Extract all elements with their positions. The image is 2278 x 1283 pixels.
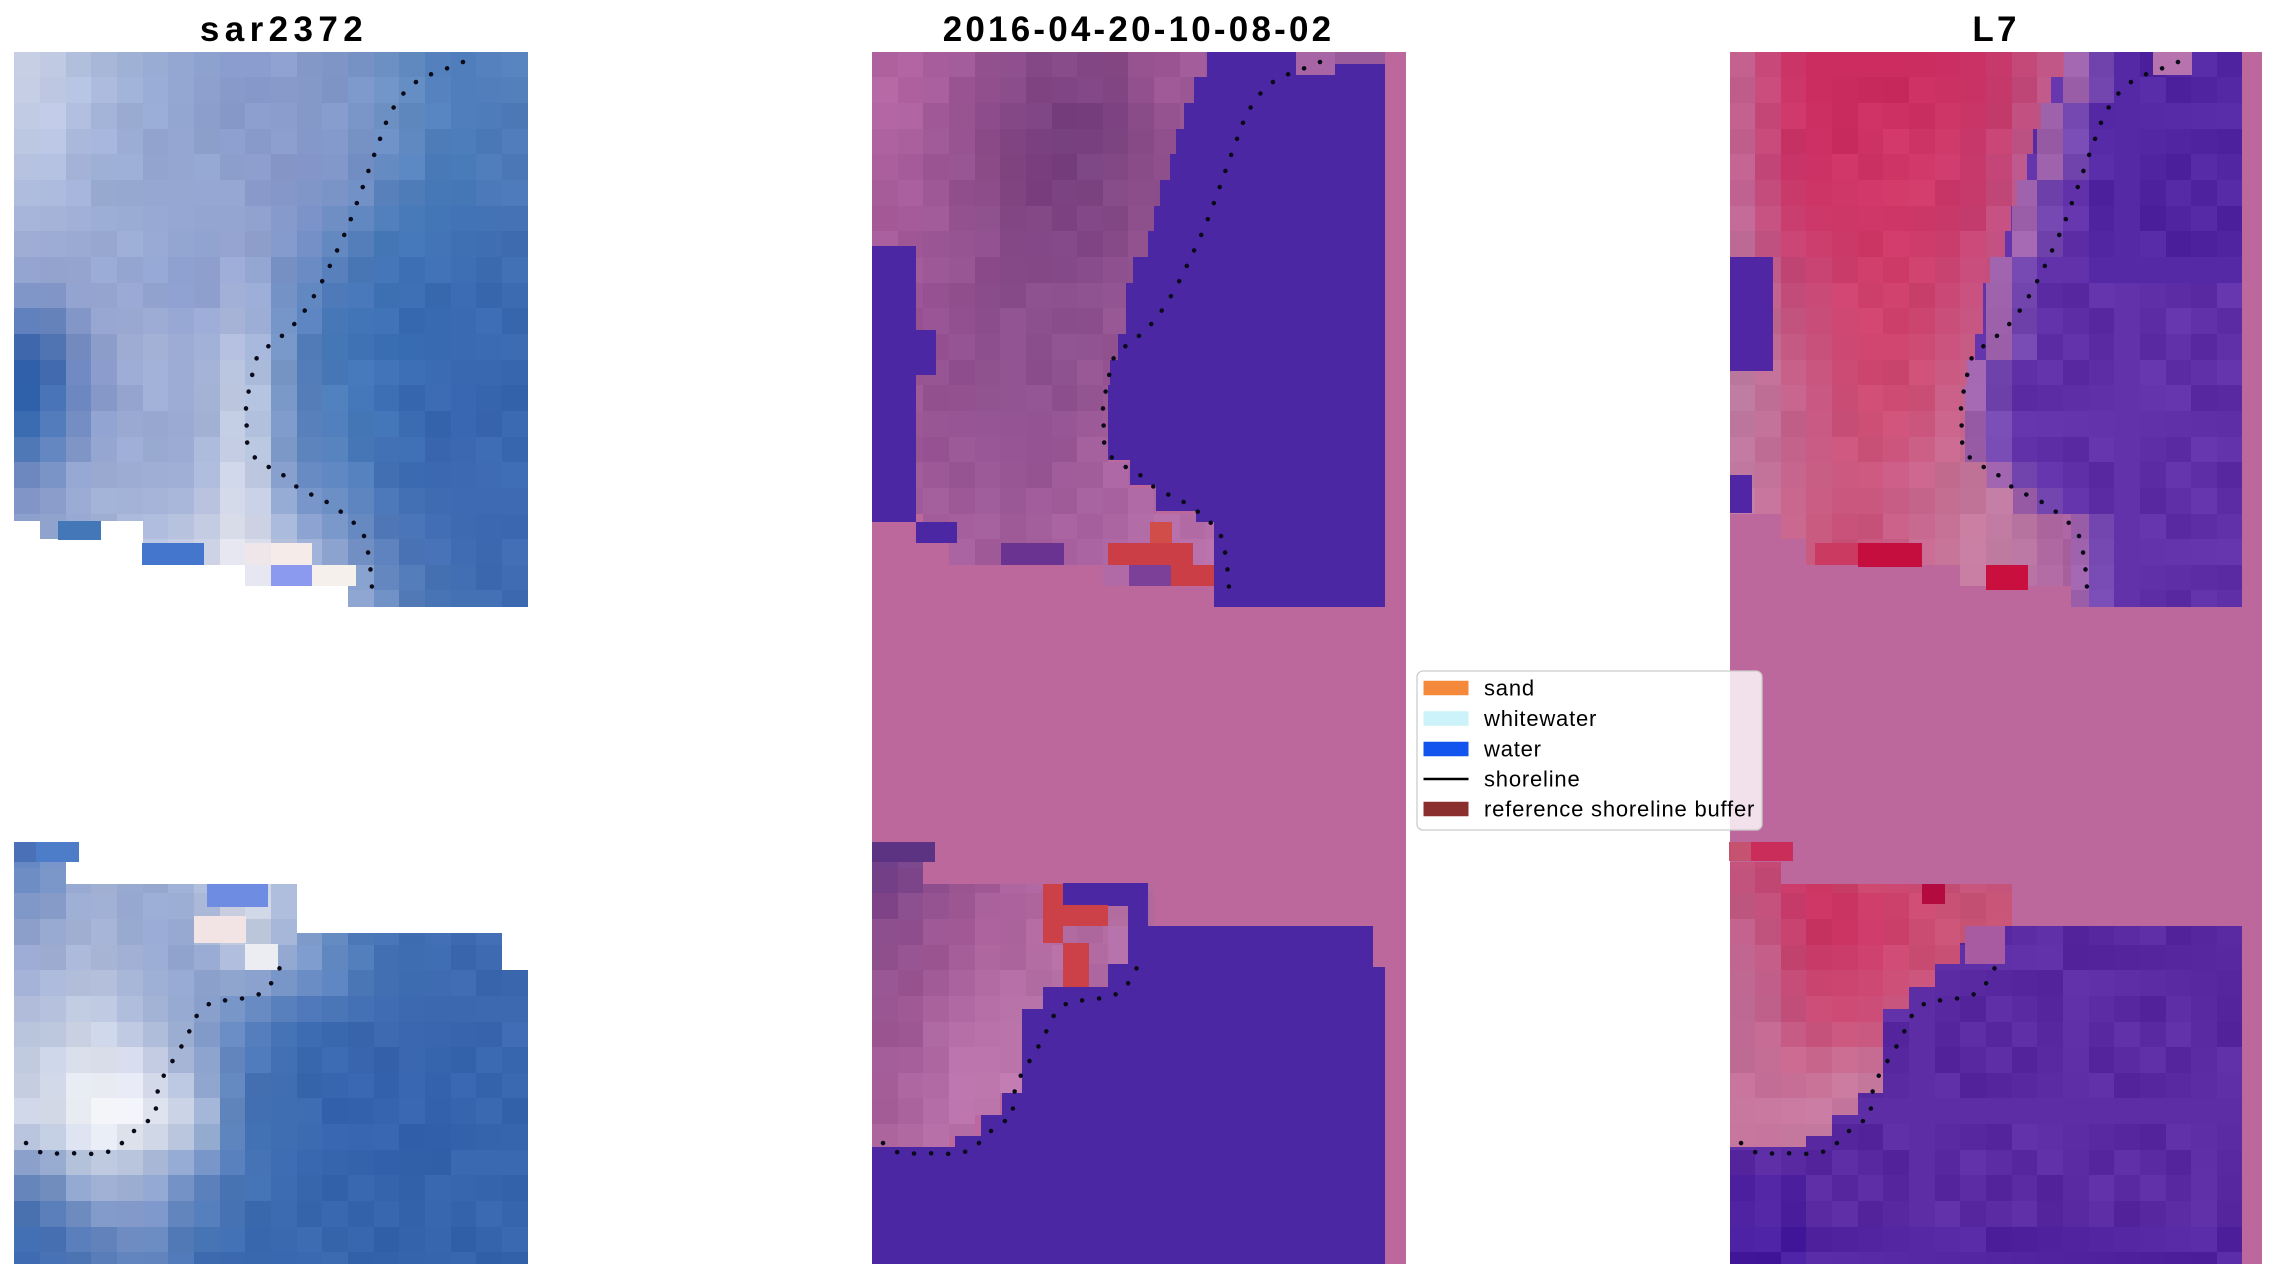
svg-text:shoreline: shoreline [1484, 767, 1580, 792]
svg-text:reference shoreline buffer: reference shoreline buffer [1484, 797, 1755, 822]
svg-text:whitewater: whitewater [1483, 706, 1597, 731]
svg-text:water: water [1483, 737, 1542, 762]
svg-text:2016-04-20-10-08-02: 2016-04-20-10-08-02 [943, 10, 1335, 49]
svg-text:sar2372: sar2372 [200, 10, 368, 49]
svg-text:sand: sand [1484, 676, 1535, 701]
svg-text:L7: L7 [1972, 10, 2019, 49]
